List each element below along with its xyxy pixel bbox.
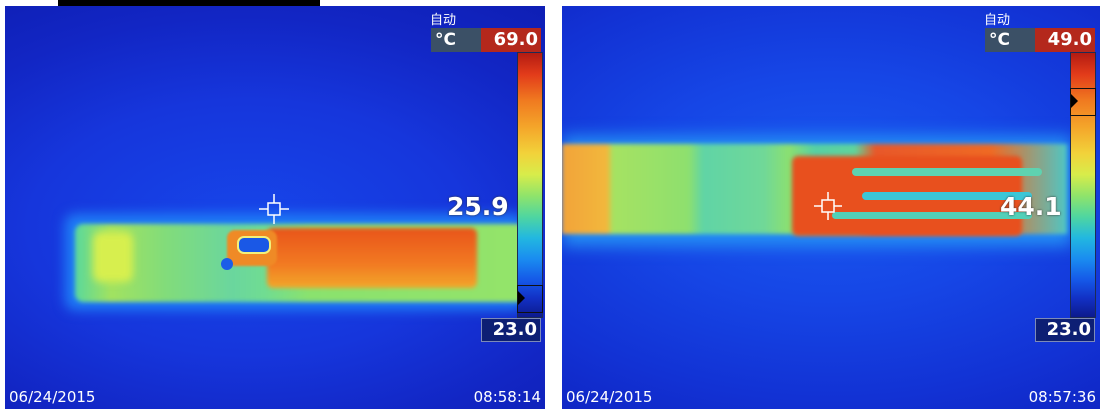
unit-box: °C 49.0 xyxy=(985,28,1095,52)
scale-pointer-box xyxy=(517,285,543,313)
scale-pointer-icon xyxy=(518,291,525,305)
thermal-image-1: 自动 °C 69.0 23.0 25.9 06/24/2015 08:58:14 xyxy=(5,6,545,409)
mode-label: 自动 xyxy=(984,13,1011,28)
cool-band-1 xyxy=(852,168,1042,176)
capture-date: 06/24/2015 xyxy=(9,388,96,406)
scale-max-value: 69.0 xyxy=(481,28,541,52)
device-left-end xyxy=(93,232,133,282)
device-hot-area xyxy=(267,228,477,288)
color-scale-bar xyxy=(517,52,543,318)
unit-label: °C xyxy=(989,30,1010,50)
scale-min-value: 23.0 xyxy=(481,318,541,342)
scale-max-value: 49.0 xyxy=(1035,28,1095,52)
thermal-image-2: 自动 °C 49.0 23.0 44.1 06/24/2015 08:57:36 xyxy=(562,6,1100,409)
scale-pointer-icon xyxy=(1071,94,1078,108)
capture-time: 08:58:14 xyxy=(473,388,541,406)
scale-min-value: 23.0 xyxy=(1035,318,1095,342)
header-bar xyxy=(58,0,320,6)
device-cool-spot xyxy=(221,258,233,270)
unit-box: °C 69.0 xyxy=(431,28,541,52)
crosshair-icon xyxy=(814,192,842,220)
scale-pointer-box xyxy=(1070,88,1096,116)
unit-label: °C xyxy=(435,30,456,50)
capture-date: 06/24/2015 xyxy=(566,388,653,406)
device-component xyxy=(237,236,271,254)
mode-label: 自动 xyxy=(430,13,457,28)
crosshair-icon xyxy=(259,194,289,224)
cool-band-2 xyxy=(862,192,1032,200)
thermal-background xyxy=(5,6,545,409)
capture-time: 08:57:36 xyxy=(1028,388,1096,406)
spot-temperature: 25.9 xyxy=(447,192,509,221)
cool-band-3 xyxy=(832,212,1032,219)
spot-temperature: 44.1 xyxy=(1000,192,1062,221)
